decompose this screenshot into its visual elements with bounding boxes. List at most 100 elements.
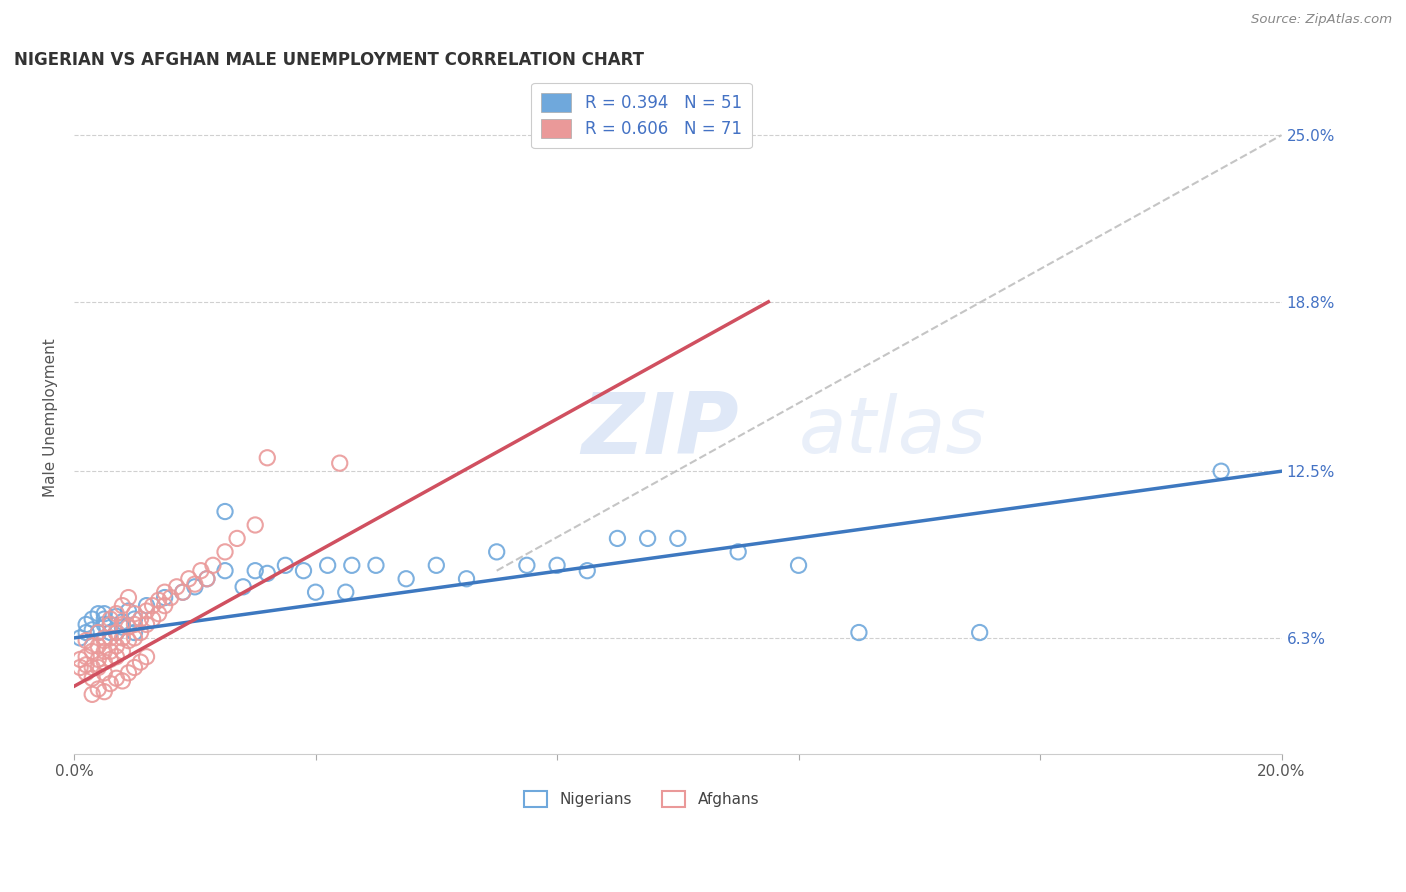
Point <box>129 612 152 626</box>
Point <box>329 456 352 470</box>
Point <box>969 625 991 640</box>
Point <box>87 652 110 666</box>
Point <box>87 639 110 653</box>
Point <box>111 620 134 634</box>
Point <box>304 585 326 599</box>
Point <box>135 604 157 618</box>
Point <box>148 607 170 621</box>
Point <box>395 572 418 586</box>
Point <box>105 639 128 653</box>
Point <box>124 612 146 626</box>
Point <box>848 625 870 640</box>
Point <box>274 558 297 573</box>
Point <box>245 564 267 578</box>
Point <box>87 625 110 640</box>
Point <box>214 504 236 518</box>
Point <box>82 623 104 637</box>
Point <box>606 532 628 546</box>
Point <box>214 564 236 578</box>
Point <box>172 585 194 599</box>
Point <box>135 599 157 613</box>
Point <box>190 564 212 578</box>
Point <box>787 558 810 573</box>
Point <box>93 665 115 680</box>
Point <box>69 660 91 674</box>
Point <box>98 617 121 632</box>
Point <box>232 580 254 594</box>
Point <box>245 518 267 533</box>
Point <box>340 558 363 573</box>
Point <box>135 649 157 664</box>
Point <box>159 591 181 605</box>
Point <box>93 684 115 698</box>
Point <box>82 660 104 674</box>
Point <box>166 580 188 594</box>
Point <box>105 607 128 621</box>
Point <box>177 572 200 586</box>
Point <box>117 604 139 618</box>
Point <box>82 639 104 653</box>
Point <box>256 450 278 465</box>
Point <box>98 612 121 626</box>
Point <box>124 660 146 674</box>
Point <box>148 593 170 607</box>
Point <box>111 631 134 645</box>
Text: NIGERIAN VS AFGHAN MALE UNEMPLOYMENT CORRELATION CHART: NIGERIAN VS AFGHAN MALE UNEMPLOYMENT COR… <box>14 51 644 69</box>
Point <box>105 671 128 685</box>
Point <box>111 673 134 688</box>
Point <box>98 676 121 690</box>
Point <box>226 532 249 546</box>
Point <box>117 665 139 680</box>
Point <box>69 652 91 666</box>
Point <box>93 617 115 632</box>
Point <box>129 625 152 640</box>
Point <box>98 644 121 658</box>
Point <box>87 660 110 674</box>
Point <box>576 564 599 578</box>
Point <box>425 558 447 573</box>
Point <box>201 558 224 573</box>
Point <box>98 617 121 632</box>
Point <box>124 617 146 632</box>
Point <box>75 649 97 664</box>
Point <box>546 558 568 573</box>
Point <box>98 625 121 640</box>
Point <box>75 625 97 640</box>
Point <box>98 652 121 666</box>
Point <box>87 607 110 621</box>
Point <box>335 585 357 599</box>
Point <box>93 631 115 645</box>
Point <box>93 644 115 658</box>
Point <box>153 585 176 599</box>
Point <box>93 612 115 626</box>
Point <box>292 564 315 578</box>
Point <box>111 617 134 632</box>
Point <box>98 631 121 645</box>
Point <box>666 532 689 546</box>
Point <box>256 566 278 581</box>
Point <box>516 558 538 573</box>
Point <box>105 625 128 640</box>
Point <box>105 649 128 664</box>
Point <box>93 607 115 621</box>
Point <box>485 545 508 559</box>
Point <box>214 545 236 559</box>
Text: Source: ZipAtlas.com: Source: ZipAtlas.com <box>1251 13 1392 27</box>
Point <box>124 607 146 621</box>
Point <box>111 599 134 613</box>
Point <box>82 687 104 701</box>
Point <box>69 631 91 645</box>
Point <box>124 625 146 640</box>
Point <box>75 665 97 680</box>
Point <box>129 655 152 669</box>
Text: atlas: atlas <box>799 392 987 469</box>
Point <box>105 609 128 624</box>
Point <box>172 585 194 599</box>
Point <box>87 681 110 696</box>
Point <box>82 612 104 626</box>
Point <box>184 580 207 594</box>
Point <box>456 572 478 586</box>
Point <box>637 532 659 546</box>
Point <box>117 591 139 605</box>
Point <box>82 644 104 658</box>
